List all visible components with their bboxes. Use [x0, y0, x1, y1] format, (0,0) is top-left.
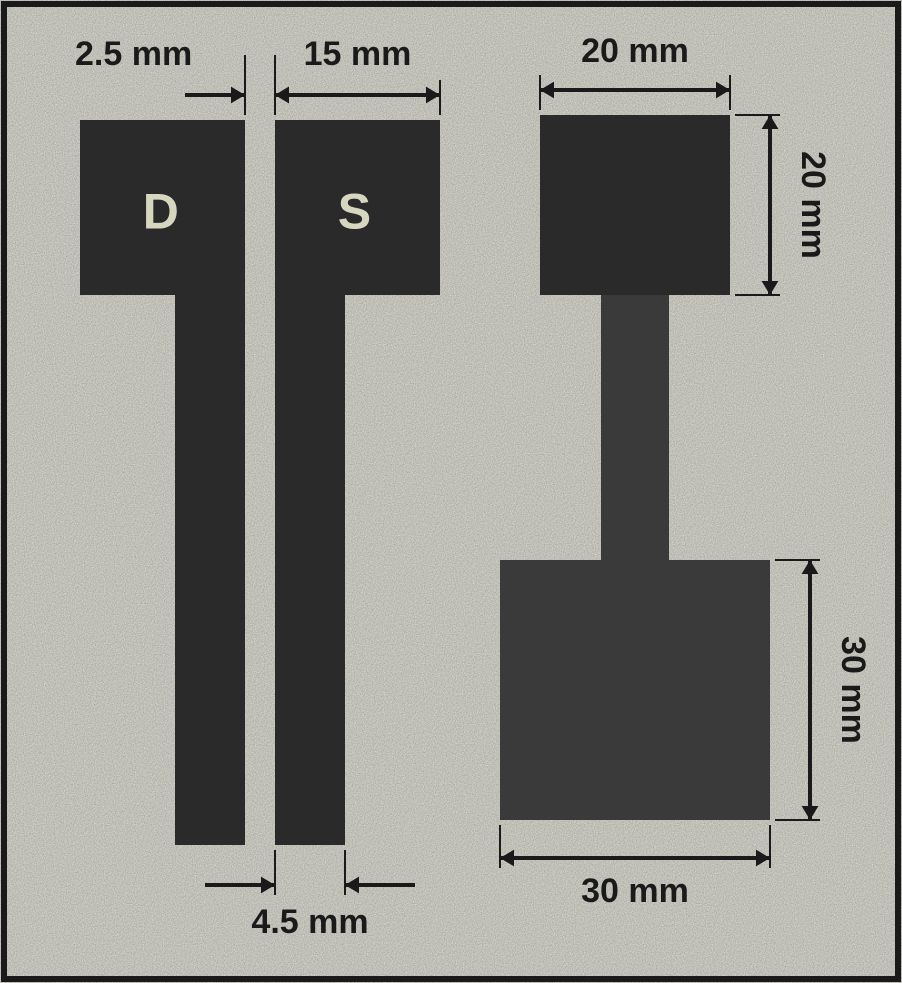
diagram-canvas: 2.5 mm 15 mm 4.5 mm 20 mm 20 mm 30 mm 30 mm D S	[0, 0, 902, 983]
letter-S: S	[338, 184, 371, 240]
dim-label: 2.5 mm	[75, 35, 192, 73]
dim-label: 20 mm	[581, 32, 689, 70]
right-neck	[601, 295, 669, 560]
dim-label: 30 mm	[834, 636, 872, 744]
left-leg-S	[275, 295, 345, 845]
dim-label: 30 mm	[581, 872, 689, 910]
dim-label: 4.5 mm	[251, 903, 368, 941]
letter-D: D	[143, 184, 179, 240]
right-bottom-pad	[500, 560, 770, 820]
left-leg-D	[175, 295, 245, 845]
dim-label: 15 mm	[304, 35, 412, 73]
right-top-pad	[540, 115, 730, 295]
diagram-svg: 2.5 mm 15 mm 4.5 mm 20 mm 20 mm 30 mm 30 mm D S	[0, 0, 902, 983]
dim-label: 20 mm	[794, 151, 832, 259]
